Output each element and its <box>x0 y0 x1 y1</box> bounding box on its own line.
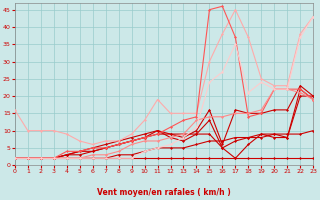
X-axis label: Vent moyen/en rafales ( km/h ): Vent moyen/en rafales ( km/h ) <box>97 188 231 197</box>
